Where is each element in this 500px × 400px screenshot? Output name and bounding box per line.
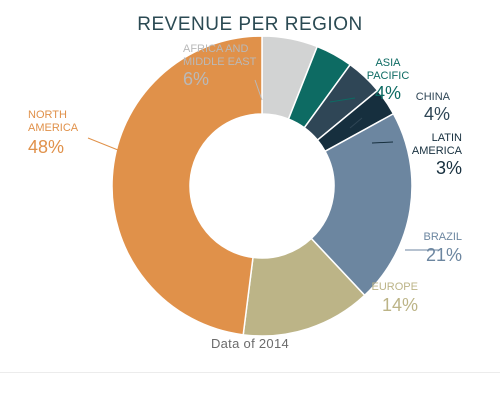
value-label-latin-america: 3% — [436, 158, 462, 178]
label-china-line-1: CHINA — [416, 91, 451, 103]
label-brazil-line-1: BRAZIL — [423, 231, 462, 243]
value-label-brazil: 21% — [426, 245, 462, 265]
leader-line-latin-america — [371, 141, 394, 144]
leader-line-europe — [319, 289, 341, 297]
value-label-europe: 14% — [382, 295, 418, 315]
label-north-america-line-2: AMERICA — [28, 122, 79, 134]
slice-north-america — [111, 35, 263, 336]
label-asia-pacific-line-1: ASIA — [375, 57, 401, 69]
value-label-africa-and-middle-east: 6% — [183, 69, 209, 89]
value-label-asia-pacific: 4% — [375, 83, 401, 103]
label-latin-america-line-2: AMERICA — [412, 145, 463, 157]
leader-line-north-america — [87, 137, 119, 151]
data-note: Data of 2014 — [210, 336, 290, 351]
label-north-america-line-1: NORTH — [28, 109, 67, 121]
label-asia-pacific-line-2: PACIFIC — [367, 70, 410, 82]
value-label-north-america: 48% — [28, 137, 64, 157]
value-label-china: 4% — [424, 104, 450, 124]
label-latin-america-line-1: LATIN — [432, 132, 462, 144]
leader-line-asia-pacific — [329, 97, 356, 103]
label-africa-and-middle-east-line-1: AFRICA AND — [183, 43, 248, 55]
leader-line-china — [349, 117, 363, 129]
label-europe-line-1: EUROPE — [372, 281, 418, 293]
label-africa-and-middle-east-line-2: MIDDLE EAST — [183, 56, 257, 68]
chart-title: REVENUE PER REGION — [137, 14, 363, 35]
slice-brazil — [310, 112, 413, 297]
leader-line-africa-and-middle-east — [254, 79, 263, 101]
divider — [0, 372, 500, 373]
